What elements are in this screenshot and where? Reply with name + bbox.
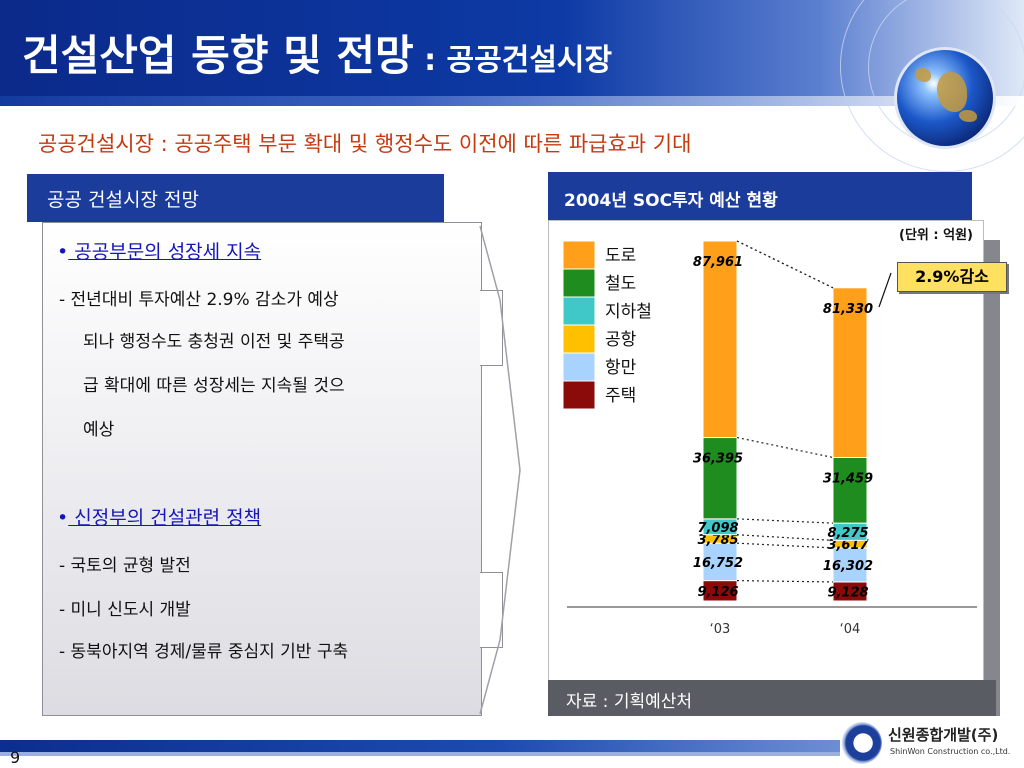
source-text: 자료 : 기획예산처: [566, 692, 693, 712]
chevron-arrow-icon: [479, 225, 521, 715]
data-label: 87,961: [693, 255, 743, 270]
bar-segment-도로: [702, 240, 738, 439]
data-label: 81,330: [823, 302, 873, 317]
bullet-mark: •: [57, 507, 69, 529]
left-panel-tab: 공공 건설시장 전망: [27, 174, 444, 222]
left-panel-content: • 공공부문의 성장세 지속 - 전년대비 투자예산 2.9% 감소가 예상 되…: [42, 222, 482, 716]
connector-line: [736, 580, 834, 583]
legend-swatch: [562, 240, 596, 270]
footer-bar-accent: [0, 752, 840, 756]
legend-swatch: [562, 268, 596, 298]
body-line: 되나 행정수도 충청권 이전 및 주택공: [83, 332, 345, 352]
connector-line: [736, 534, 834, 541]
data-label: 3,617: [827, 538, 869, 553]
section-heading-text: 신정부의 건설관련 정책: [68, 507, 262, 529]
slide-title-sub: : 공공건설시장: [413, 43, 613, 78]
slide-title-main: 건설산업 동향 및 전망: [22, 31, 414, 80]
data-label: 8,275: [827, 526, 868, 541]
body-line: - 미니 신도시 개발: [59, 600, 191, 620]
data-label: 16,752: [693, 556, 743, 571]
company-logo-icon: [840, 722, 882, 764]
section-heading: • 신정부의 건설관련 정책: [57, 503, 261, 530]
data-label: 7,098: [697, 521, 738, 536]
legend-label: 지하철: [605, 302, 652, 322]
legend-swatch: [562, 324, 596, 354]
decrease-callout: 2.9%감소: [897, 262, 1007, 292]
legend-swatch: [562, 352, 596, 382]
data-label: 36,395: [693, 452, 743, 467]
body-line: - 전년대비 투자예산 2.9% 감소가 예상: [59, 290, 339, 310]
footer-bar: [0, 740, 840, 752]
right-panel-title: 2004년 SOC투자 예산 현황: [564, 191, 778, 211]
data-label: 9,126: [697, 585, 738, 600]
legend-label: 항만: [605, 358, 637, 378]
company-name-en: ShinWon Construction co.,Ltd.: [890, 747, 1011, 756]
bar-segment-항만: [702, 542, 738, 582]
bar-segment-항만: [832, 547, 868, 583]
data-label: 9,128: [827, 585, 868, 600]
panel-notch: [480, 290, 503, 366]
chart-area: 9,126 16,752 3,785 7,098 36,395 87,961 ‘03 9,12…: [548, 220, 984, 682]
legend-swatch: [562, 380, 596, 410]
data-label: 16,302: [823, 559, 873, 574]
connector-line: [736, 240, 834, 289]
right-panel-tab: 2004년 SOC투자 예산 현황: [548, 172, 972, 220]
x-tick-label: ‘03: [710, 622, 731, 637]
connector-line: [736, 436, 834, 459]
left-panel-title: 공공 건설시장 전망: [47, 189, 199, 211]
bar-segment-도로: [832, 287, 868, 458]
body-line: 급 확대에 따른 성장세는 지속될 것으: [83, 376, 345, 396]
section-heading-text: 공공부문의 성장세 지속: [68, 241, 262, 263]
body-line: 예상: [83, 420, 115, 440]
panel-notch: [480, 572, 503, 648]
body-line: - 동북아지역 경제/물류 중심지 기반 구축: [59, 642, 349, 662]
legend-label: 도로: [605, 246, 636, 266]
company-name: 신원종합개발(주): [888, 726, 999, 744]
body-line: - 국토의 균형 발전: [59, 556, 191, 576]
legend-label: 철도: [605, 274, 636, 294]
title-banner: 건설산업 동향 및 전망 : 공공건설시장: [0, 0, 1024, 172]
source-bar: 자료 : 기획예산처: [548, 680, 996, 716]
slide-title: 건설산업 동향 및 전망 : 공공건설시장: [22, 22, 612, 83]
legend-swatch: [562, 296, 596, 326]
legend-label: 주택: [605, 386, 636, 406]
callout-pointer: [878, 272, 892, 308]
connector-line: [736, 542, 834, 549]
unit-label: (단위 : 억원): [899, 227, 973, 243]
slide-subtitle: 공공건설시장 : 공공주택 부문 확대 및 행정수도 이전에 따른 파급효과 기…: [38, 132, 692, 156]
legend-label: 공항: [605, 330, 637, 350]
x-tick-label: ‘04: [840, 622, 861, 637]
page-number: 9: [10, 748, 21, 767]
connector-line: [736, 518, 834, 524]
data-label: 3,785: [697, 533, 738, 548]
globe-icon: [897, 50, 993, 146]
data-label: 31,459: [823, 471, 873, 486]
bar-segment-철도: [702, 437, 738, 520]
bar-segment-철도: [832, 456, 868, 524]
section-heading: • 공공부문의 성장세 지속: [57, 237, 261, 264]
header-rule: [0, 96, 1024, 106]
bullet-mark: •: [57, 241, 69, 263]
